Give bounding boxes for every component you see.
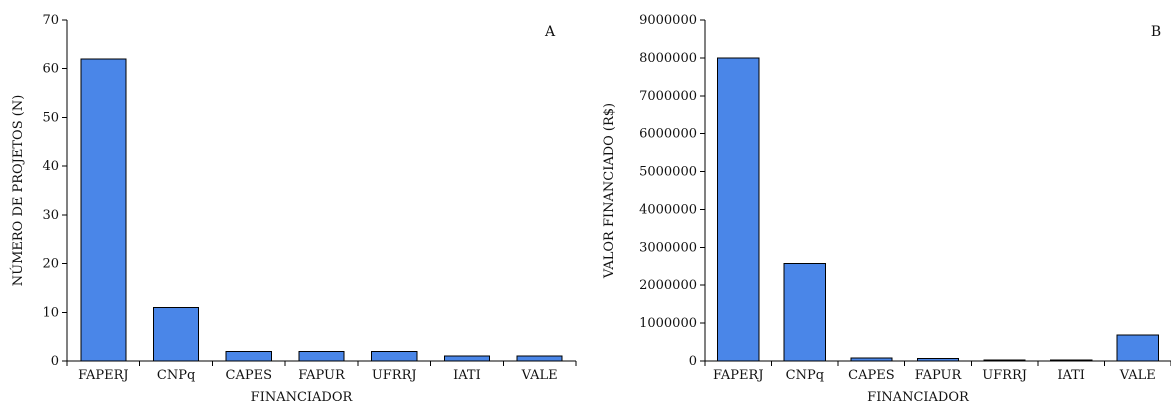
y-tick-label: 0	[689, 354, 697, 369]
x-tick-label: CNPq	[157, 368, 195, 383]
x-tick-label: CNPq	[786, 368, 824, 383]
x-tick-label: IATI	[1057, 368, 1085, 383]
y-tick-label: 5000000	[639, 165, 697, 180]
bar-vale	[1116, 334, 1159, 362]
y-tick-label: 30	[42, 208, 59, 223]
bar-fapur	[916, 358, 960, 362]
x-tick-label: VALE	[1119, 368, 1156, 383]
y-axis-title: VALOR FINANCIADO (R$)	[602, 103, 617, 279]
y-tick-label: 40	[42, 159, 59, 174]
bar-fapur	[298, 350, 345, 362]
bar-capes	[225, 350, 272, 362]
x-tick-label: UFRRJ	[372, 368, 417, 383]
x-axis-title: FINANCIADOR	[251, 390, 354, 405]
bar-cnpq	[153, 306, 200, 362]
bar-ufrrj	[983, 359, 1026, 362]
y-axis-title: NÚMERO DE PROJETOS (N)	[9, 95, 26, 287]
bar-cnpq	[783, 263, 826, 362]
bar-iati	[1050, 359, 1093, 362]
x-tick-label: CAPES	[848, 368, 894, 383]
x-tick-label: VALE	[521, 368, 558, 383]
bar-faperj	[80, 58, 127, 362]
y-tick-label: 9000000	[639, 13, 697, 28]
chart-panel-a: 0 10 20 30 40 50 60 70 FAPERJ CNPq CAPES FAPUR UFRRJ…	[9, 13, 577, 405]
y-tick-label: 8000000	[639, 51, 697, 66]
y-tick-label: 3000000	[639, 240, 697, 255]
y-tick-label: 1000000	[639, 316, 697, 331]
y-tick-label: 50	[42, 110, 59, 125]
chart-panel-b: 0 1000000 2000000 3000000 4000000 5000000 6000…	[602, 13, 1171, 405]
y-tick-label: 2000000	[639, 278, 697, 293]
x-tick-label: FAPUR	[298, 368, 346, 383]
y-tick-label: 6000000	[639, 127, 697, 142]
bar-iati	[443, 355, 490, 362]
bar-faperj	[717, 57, 760, 362]
x-axis-title: FINANCIADOR	[867, 390, 970, 405]
x-tick-label: FAPERJ	[78, 368, 129, 383]
y-tick-label: 4000000	[639, 202, 697, 217]
y-tick-label: 0	[51, 354, 59, 369]
bar-ufrrj	[371, 350, 418, 362]
x-tick-label: CAPES	[226, 368, 272, 383]
bar-capes	[850, 357, 893, 362]
bar-vale	[516, 355, 563, 362]
x-tick-label: UFRRJ	[982, 368, 1027, 383]
x-tick-label: FAPUR	[915, 368, 963, 383]
x-tick-label: FAPERJ	[713, 368, 764, 383]
y-tick-label: 20	[42, 257, 59, 272]
panel-label: B	[1151, 24, 1161, 40]
y-tick-label: 70	[42, 13, 59, 28]
y-tick-label: 10	[42, 305, 59, 320]
x-tick-label: IATI	[453, 368, 481, 383]
y-tick-label: 60	[42, 62, 59, 77]
y-tick-label: 7000000	[639, 89, 697, 104]
panel-label: A	[544, 24, 556, 40]
